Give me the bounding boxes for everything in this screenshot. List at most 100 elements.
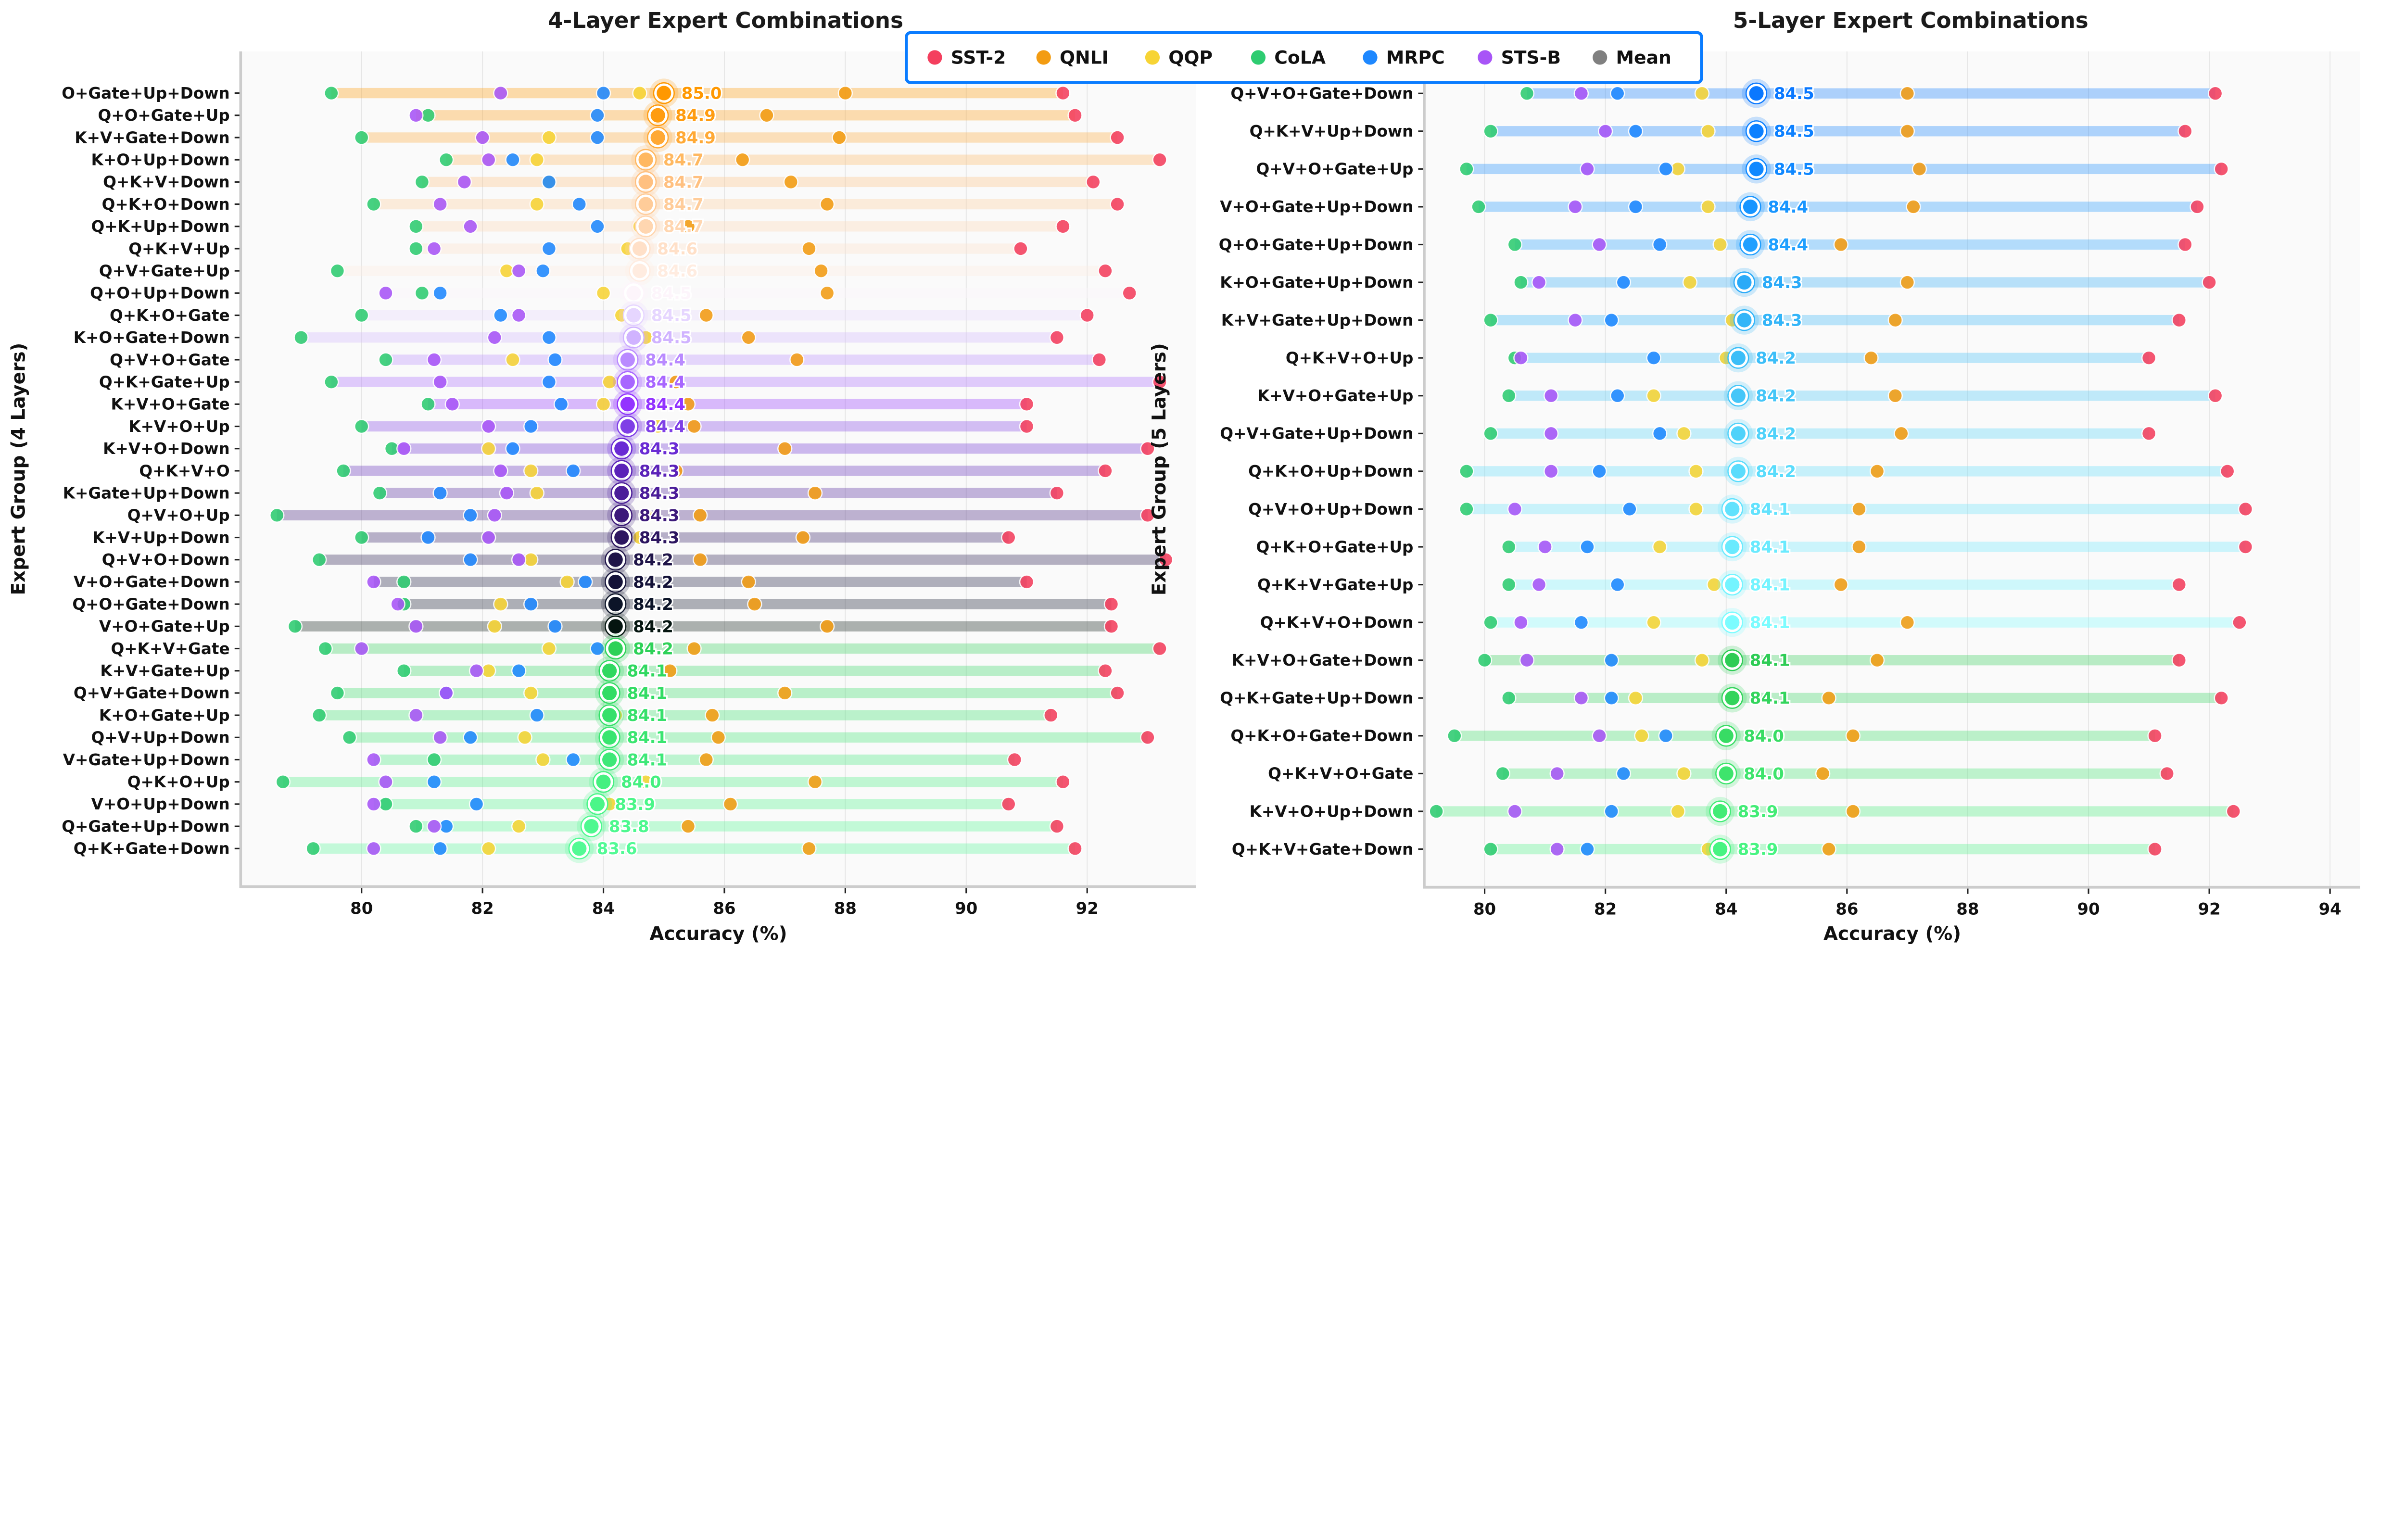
dot-mrpc — [523, 418, 539, 434]
dot-sst2 — [1152, 641, 1167, 656]
dot-cola — [378, 352, 393, 367]
dot-qnli — [759, 108, 774, 123]
data-row: Q+K+V+O+Up 84.2 — [1286, 343, 2157, 373]
dot-qnli — [1899, 275, 1915, 290]
dot-cola — [439, 152, 454, 167]
dot-stsb — [1507, 804, 1523, 819]
mean-dot — [1743, 199, 1758, 215]
dot-qnli — [813, 263, 829, 278]
mean-value-label: 84.3 — [1762, 311, 1802, 330]
range-bar — [1527, 88, 2215, 99]
dot-stsb — [481, 530, 496, 545]
mean-value-label: 84.0 — [1744, 764, 1784, 783]
mean-dot — [1725, 502, 1740, 517]
mean-dot — [1749, 86, 1764, 101]
range-bar — [331, 377, 1160, 387]
dot-stsb — [481, 152, 496, 167]
dot-sst2 — [1007, 752, 1023, 768]
dot-mrpc — [1604, 804, 1619, 819]
y-tick-label: K+V+O+Gate+Down — [1232, 651, 1414, 669]
y-tick-label: Q+Gate+Up+Down — [62, 817, 229, 835]
y-tick-label: K+V+O+Down — [103, 440, 230, 458]
dot-cola — [1483, 841, 1498, 857]
dot-sst2 — [1140, 507, 1155, 523]
y-tick-label: Q+K+O+Down — [102, 195, 230, 214]
mean-value-label: 84.1 — [627, 684, 668, 703]
mean-value-label: 84.3 — [639, 528, 680, 547]
dot-stsb — [1580, 161, 1595, 177]
range-bar — [404, 666, 1105, 676]
dot-mrpc — [571, 196, 587, 212]
mean-value-label: 84.0 — [621, 773, 661, 792]
y-axis-label: Expert Group (5 Layers) — [1149, 343, 1170, 595]
mean-value-label: 84.6 — [657, 262, 697, 281]
data-row: V+O+Gate+Up+Down 84.4 — [1220, 192, 2205, 222]
plot-background — [240, 51, 1196, 887]
dot-qnli — [783, 174, 798, 190]
mean-dot — [602, 730, 617, 745]
dot-qqp — [1700, 124, 1716, 139]
y-tick-label: K+V+Gate+Up — [100, 662, 229, 680]
y-tick-label: O+Gate+Up+Down — [62, 84, 229, 102]
dot-sst2 — [2147, 841, 2163, 857]
mean-dot — [1725, 539, 1740, 555]
dot-stsb — [1592, 728, 1607, 744]
y-tick-label: K+V+O+Gate+Up — [1257, 387, 1413, 405]
dot-qnli — [1833, 577, 1848, 593]
dot-qnli — [789, 352, 805, 367]
dot-sst2 — [1055, 85, 1071, 101]
dot-mrpc — [541, 241, 557, 256]
y-tick-label: K+O+Up+Down — [91, 151, 230, 169]
y-tick-label: Q+K+Gate+Up+Down — [1220, 689, 1413, 707]
dot-qnli — [1869, 464, 1885, 479]
data-row: Q+O+Gate+Up+Down 84.4 — [1219, 230, 2193, 259]
dot-sst2 — [1158, 552, 1174, 568]
data-row: V+Gate+Up+Down 84.1 — [63, 745, 1023, 774]
y-tick-label: Q+V+Gate+Down — [74, 684, 230, 702]
dot-qqp — [493, 596, 508, 612]
dot-mrpc — [590, 641, 605, 656]
y-tick-label: Q+K+V+Up+Down — [1250, 122, 1414, 140]
dot-qnli — [819, 285, 835, 301]
dot-mrpc — [1604, 690, 1619, 706]
legend-label: MRPC — [1386, 47, 1445, 68]
mean-value-label: 84.9 — [675, 128, 716, 148]
range-bar — [416, 221, 1063, 232]
dot-mrpc — [541, 374, 557, 390]
range-bar — [1508, 391, 2215, 401]
mean-dot — [1725, 653, 1740, 668]
mean-dot — [1731, 426, 1746, 441]
dot-qnli — [680, 819, 696, 834]
legend-label: STS-B — [1501, 47, 1561, 68]
mean-value-label: 84.2 — [633, 595, 673, 614]
range-bar — [1466, 164, 2222, 175]
dot-qnli — [795, 530, 811, 545]
dot-mrpc — [547, 352, 563, 367]
mean-value-label: 84.2 — [633, 617, 673, 636]
dot-mrpc — [565, 752, 581, 768]
data-row: Q+K+V+O+Gate 84.0 — [1268, 759, 2175, 788]
dot-sst2 — [1098, 263, 1113, 278]
range-bar — [380, 488, 1057, 498]
mean-dot — [1731, 464, 1746, 479]
dot-cola — [1519, 86, 1535, 101]
dot-stsb — [432, 196, 448, 212]
mean-dot — [620, 375, 635, 390]
dot-mrpc — [1610, 388, 1625, 404]
range-bar — [386, 354, 1100, 365]
range-bar — [373, 754, 1015, 765]
dot-stsb — [396, 441, 412, 456]
dot-sst2 — [2141, 426, 2157, 442]
range-bar — [373, 199, 1118, 210]
x-tick-label: 88 — [834, 899, 857, 918]
y-tick-label: Q+K+V+O+Up — [1286, 349, 1414, 367]
dot-cola — [1459, 161, 1474, 177]
y-tick-label: Q+K+V+Gate+Up — [1257, 576, 1413, 594]
range-bar — [1515, 353, 2149, 363]
dot-cola — [1483, 312, 1498, 328]
dot-qnli — [1851, 501, 1867, 517]
dot-mrpc — [426, 774, 442, 790]
dot-qqp — [1712, 237, 1728, 252]
dot-mrpc — [541, 174, 557, 190]
data-row: Q+K+O+Gate 84.5 — [110, 301, 1095, 330]
